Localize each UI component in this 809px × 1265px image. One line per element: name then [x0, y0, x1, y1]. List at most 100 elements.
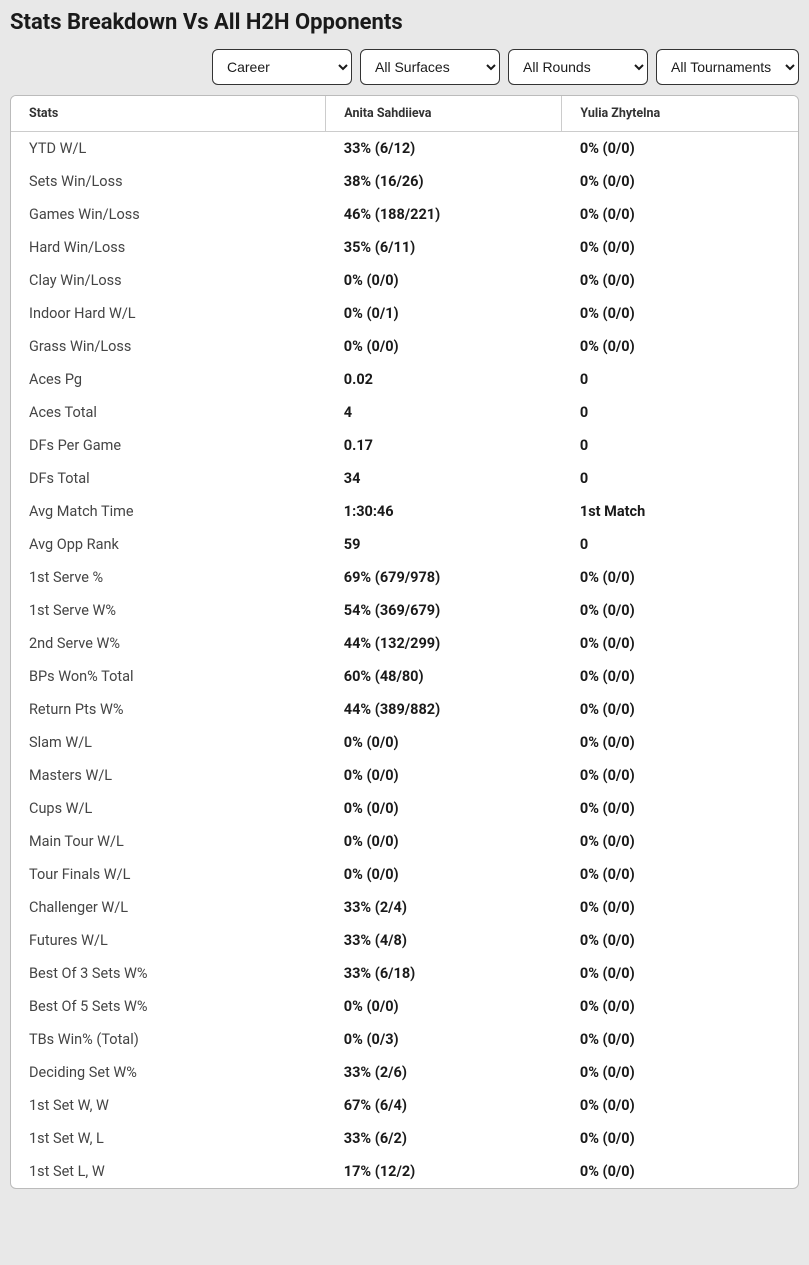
stats-table-wrapper: Stats Anita Sahdiieva Yulia Zhytelna YTD…	[10, 95, 799, 1189]
stat-label: Hard Win/Loss	[11, 231, 326, 264]
stat-value: 0% (0/0)	[562, 264, 798, 297]
stat-value: 33% (2/6)	[326, 1056, 562, 1089]
filters-bar: Career All Surfaces All Rounds All Tourn…	[10, 49, 799, 85]
stat-label: Clay Win/Loss	[11, 264, 326, 297]
table-row: Best Of 5 Sets W%0% (0/0)0% (0/0)	[11, 990, 798, 1023]
stat-value: 0% (0/0)	[562, 627, 798, 660]
stat-label: Tour Finals W/L	[11, 858, 326, 891]
stat-value: 38% (16/26)	[326, 165, 562, 198]
stat-value: 4	[326, 396, 562, 429]
table-row: Deciding Set W%33% (2/6)0% (0/0)	[11, 1056, 798, 1089]
stat-value: 0% (0/0)	[562, 132, 798, 166]
col-header-player2: Yulia Zhytelna	[562, 96, 798, 132]
table-header-row: Stats Anita Sahdiieva Yulia Zhytelna	[11, 96, 798, 132]
stat-label: Avg Match Time	[11, 495, 326, 528]
stat-value: 34	[326, 462, 562, 495]
stat-value: 0% (0/0)	[562, 297, 798, 330]
table-row: Challenger W/L33% (2/4)0% (0/0)	[11, 891, 798, 924]
stat-value: 17% (12/2)	[326, 1155, 562, 1188]
stat-value: 46% (188/221)	[326, 198, 562, 231]
stat-value: 33% (6/12)	[326, 132, 562, 166]
stat-value: 0% (0/0)	[562, 1155, 798, 1188]
stat-label: 1st Serve W%	[11, 594, 326, 627]
stat-value: 67% (6/4)	[326, 1089, 562, 1122]
table-row: 2nd Serve W%44% (132/299)0% (0/0)	[11, 627, 798, 660]
table-row: TBs Win% (Total)0% (0/3)0% (0/0)	[11, 1023, 798, 1056]
stat-value: 0% (0/0)	[562, 924, 798, 957]
stat-value: 0% (0/0)	[326, 990, 562, 1023]
table-row: Main Tour W/L0% (0/0)0% (0/0)	[11, 825, 798, 858]
stat-value: 0	[562, 396, 798, 429]
stat-label: Masters W/L	[11, 759, 326, 792]
table-row: BPs Won% Total60% (48/80)0% (0/0)	[11, 660, 798, 693]
stat-value: 59	[326, 528, 562, 561]
table-row: Indoor Hard W/L0% (0/1)0% (0/0)	[11, 297, 798, 330]
stat-value: 0% (0/0)	[326, 825, 562, 858]
table-row: Tour Finals W/L0% (0/0)0% (0/0)	[11, 858, 798, 891]
table-row: Best Of 3 Sets W%33% (6/18)0% (0/0)	[11, 957, 798, 990]
stat-label: Main Tour W/L	[11, 825, 326, 858]
page-title: Stats Breakdown Vs All H2H Opponents	[10, 10, 799, 35]
stat-value: 44% (132/299)	[326, 627, 562, 660]
table-row: 1st Set W, L33% (6/2)0% (0/0)	[11, 1122, 798, 1155]
table-row: Aces Total40	[11, 396, 798, 429]
stat-value: 1st Match	[562, 495, 798, 528]
stat-value: 0% (0/0)	[562, 759, 798, 792]
stat-value: 0% (0/0)	[562, 1056, 798, 1089]
stat-value: 0% (0/0)	[562, 1023, 798, 1056]
table-row: Return Pts W%44% (389/882)0% (0/0)	[11, 693, 798, 726]
stat-label: Deciding Set W%	[11, 1056, 326, 1089]
stat-value: 0% (0/0)	[562, 198, 798, 231]
table-row: Grass Win/Loss0% (0/0)0% (0/0)	[11, 330, 798, 363]
table-row: Cups W/L0% (0/0)0% (0/0)	[11, 792, 798, 825]
table-row: Aces Pg0.020	[11, 363, 798, 396]
stat-label: Challenger W/L	[11, 891, 326, 924]
stat-value: 0% (0/0)	[562, 165, 798, 198]
table-row: Hard Win/Loss35% (6/11)0% (0/0)	[11, 231, 798, 264]
table-row: Masters W/L0% (0/0)0% (0/0)	[11, 759, 798, 792]
stat-label: 2nd Serve W%	[11, 627, 326, 660]
stat-value: 0% (0/0)	[326, 858, 562, 891]
stat-value: 0% (0/0)	[562, 330, 798, 363]
stat-value: 0	[562, 528, 798, 561]
stat-value: 0% (0/0)	[562, 594, 798, 627]
timeframe-select[interactable]: Career	[212, 49, 352, 85]
stat-label: DFs Per Game	[11, 429, 326, 462]
stat-value: 0% (0/0)	[562, 990, 798, 1023]
stat-label: Aces Pg	[11, 363, 326, 396]
table-row: Clay Win/Loss0% (0/0)0% (0/0)	[11, 264, 798, 297]
rounds-select[interactable]: All Rounds	[508, 49, 648, 85]
stat-label: Grass Win/Loss	[11, 330, 326, 363]
stat-value: 0% (0/0)	[562, 726, 798, 759]
stat-value: 60% (48/80)	[326, 660, 562, 693]
stat-label: 1st Set W, L	[11, 1122, 326, 1155]
table-row: DFs Total340	[11, 462, 798, 495]
stat-value: 0% (0/0)	[562, 693, 798, 726]
stat-label: Cups W/L	[11, 792, 326, 825]
stat-value: 0	[562, 462, 798, 495]
stat-value: 33% (4/8)	[326, 924, 562, 957]
stat-value: 0% (0/0)	[562, 561, 798, 594]
stat-value: 0% (0/0)	[326, 264, 562, 297]
stat-label: Games Win/Loss	[11, 198, 326, 231]
stat-value: 33% (2/4)	[326, 891, 562, 924]
table-row: Futures W/L33% (4/8)0% (0/0)	[11, 924, 798, 957]
stat-label: BPs Won% Total	[11, 660, 326, 693]
stat-value: 0% (0/0)	[326, 792, 562, 825]
stat-value: 0.02	[326, 363, 562, 396]
stat-label: TBs Win% (Total)	[11, 1023, 326, 1056]
stat-value: 0% (0/0)	[326, 330, 562, 363]
table-row: YTD W/L33% (6/12)0% (0/0)	[11, 132, 798, 166]
stat-value: 0% (0/0)	[562, 957, 798, 990]
stat-value: 0% (0/0)	[562, 231, 798, 264]
table-row: 1st Set W, W67% (6/4)0% (0/0)	[11, 1089, 798, 1122]
surface-select[interactable]: All Surfaces	[360, 49, 500, 85]
col-header-stats: Stats	[11, 96, 326, 132]
stat-label: Aces Total	[11, 396, 326, 429]
table-row: Sets Win/Loss38% (16/26)0% (0/0)	[11, 165, 798, 198]
stat-value: 0% (0/3)	[326, 1023, 562, 1056]
stat-label: Slam W/L	[11, 726, 326, 759]
table-row: DFs Per Game0.170	[11, 429, 798, 462]
stat-label: Sets Win/Loss	[11, 165, 326, 198]
tournaments-select[interactable]: All Tournaments	[656, 49, 799, 85]
